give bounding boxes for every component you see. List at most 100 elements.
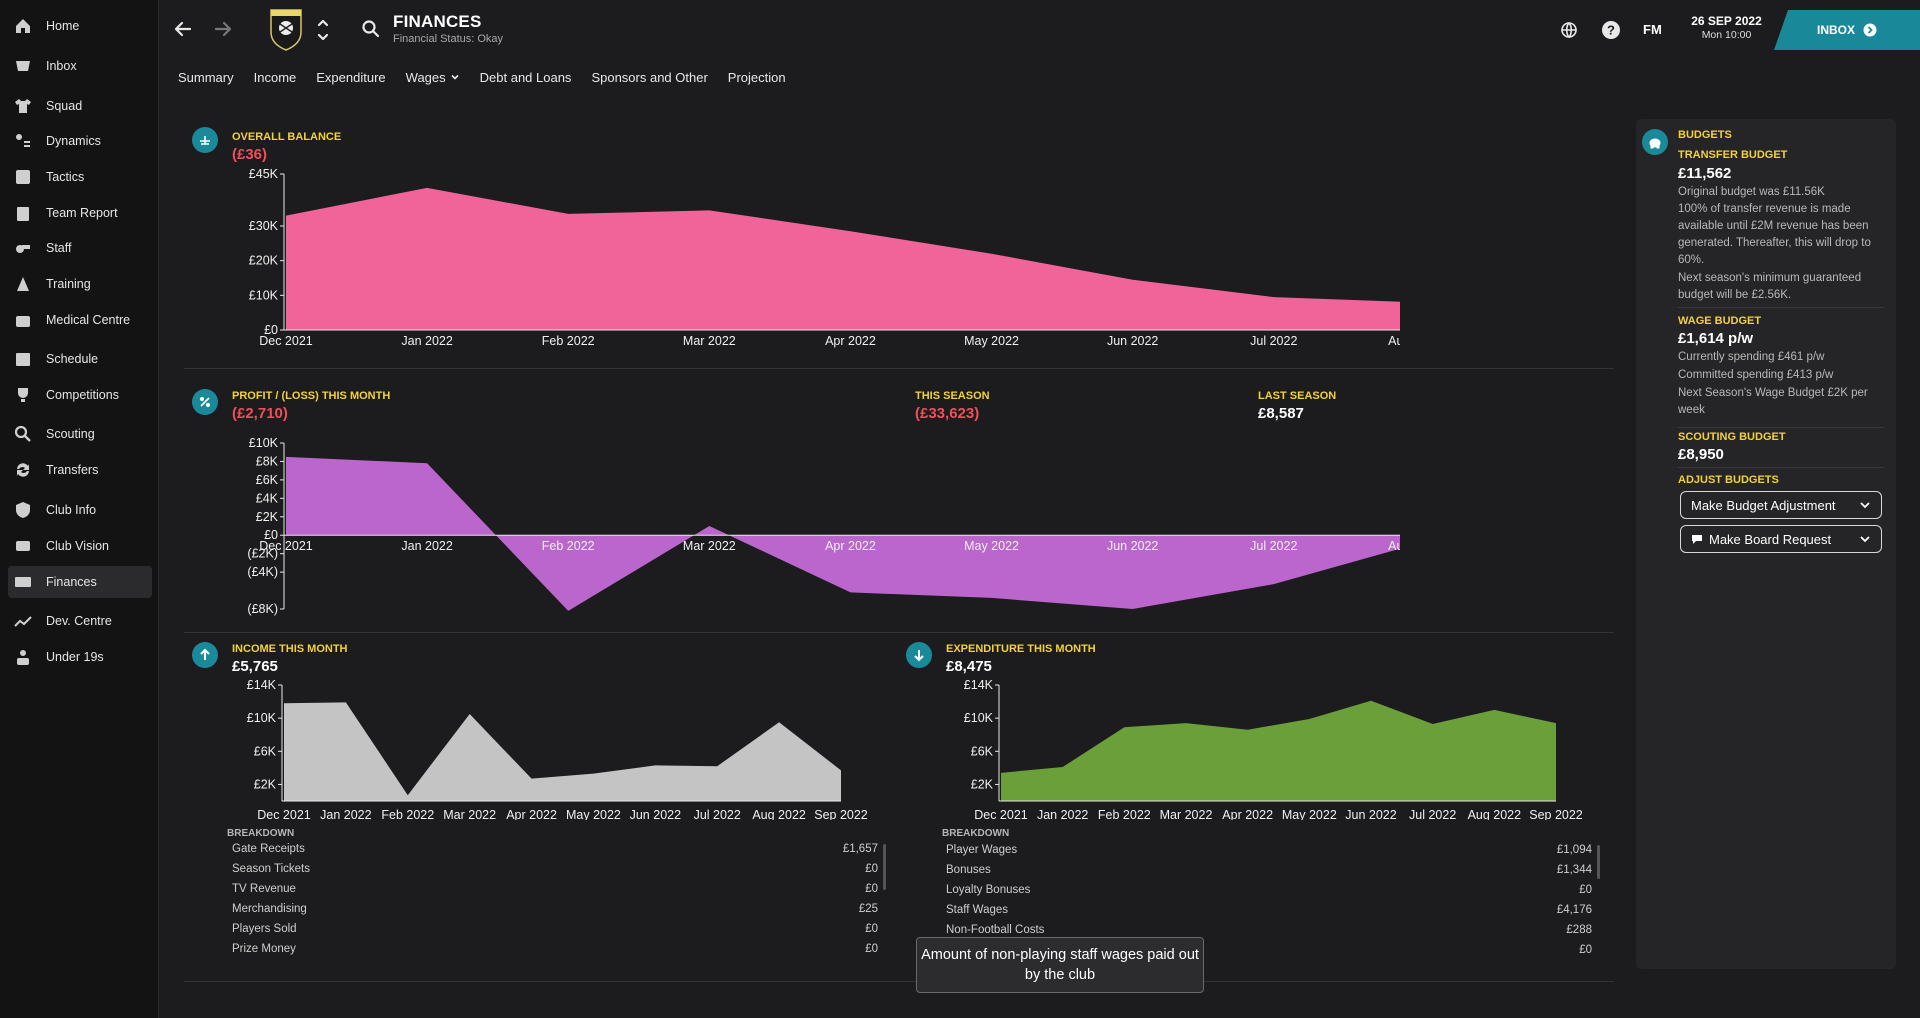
sidebar-item-under-19s[interactable]: Under 19s [8,641,152,673]
season-heading: THIS SEASON [915,390,990,402]
transfer-budget-original: Original budget was £11.56K [1678,186,1825,198]
last-season-heading: LAST SEASON [1258,390,1337,402]
tab-expenditure[interactable]: Expenditure [316,68,385,86]
breakdown-row[interactable]: Season Tickets £0 [232,863,878,883]
back-button[interactable] [170,16,196,42]
inbox-label: INBOX [1816,23,1855,37]
breakdown-label: Player Wages [946,844,1018,856]
board-request-label: Make Board Request [1709,531,1832,547]
growth-line-icon [12,610,34,632]
tab-summary[interactable]: Summary [178,68,234,86]
piggy-bank-icon [1649,138,1661,149]
breakdown-value: £0 [865,883,878,895]
y-tick-label: £10K [249,436,279,450]
sidebar-item-squad[interactable]: Squad [8,90,152,122]
breakdown-row[interactable]: £0 [946,944,1592,964]
fm-menu-button[interactable]: FM [1643,22,1662,37]
sidebar-item-label: Home [46,19,80,33]
breakdown-row[interactable]: TV Revenue £0 [232,883,878,903]
budget-adjustment-label: Make Budget Adjustment [1691,497,1836,513]
sidebar-item-home[interactable]: Home [8,10,152,42]
tab-debt-and-loans[interactable]: Debt and Loans [480,68,572,86]
sidebar-item-schedule[interactable]: Schedule [8,343,152,375]
sidebar-item-staff[interactable]: Staff [8,232,152,264]
transfer-budget-heading: TRANSFER BUDGET [1678,149,1788,161]
board-request-dropdown[interactable]: Make Board Request [1680,525,1882,553]
expenditure-scrollbar[interactable] [1597,845,1600,879]
tab-sponsors-and-other[interactable]: Sponsors and Other [591,68,707,86]
forward-button[interactable] [210,16,236,42]
tactics-board-icon [12,166,34,188]
income-section-icon [192,642,218,668]
world-button[interactable] [1558,19,1580,41]
sidebar-item-label: Medical Centre [46,313,131,327]
sidebar-item-team-report[interactable]: Team Report [8,197,152,229]
breakdown-row[interactable]: Bonuses £1,344 [946,864,1592,884]
sidebar-item-training[interactable]: Training [8,268,152,300]
y-tick-label: £6K [254,744,277,758]
search-button[interactable] [360,18,382,40]
x-tick-label: Feb 2022 [542,334,595,348]
club-switch-button[interactable] [316,16,330,44]
tab-wages[interactable]: Wages [406,68,460,86]
club-crest[interactable] [268,6,304,52]
sidebar-item-inbox[interactable]: Inbox [8,50,152,82]
sidebar-item-finances[interactable]: Finances [8,566,152,598]
balance-value: (£36) [232,146,268,163]
club-crest-icon [270,9,302,51]
tab-projection[interactable]: Projection [728,68,786,86]
sidebar-item-scouting[interactable]: Scouting [8,418,152,450]
y-tick-label: £0 [264,323,278,337]
date-display[interactable]: 26 SEP 2022 Mon 10:00 [1680,10,1773,50]
arrow-circle-right-icon [1863,23,1877,37]
balance-heading: OVERALL BALANCE [232,131,342,143]
tab-income[interactable]: Income [254,68,297,86]
page-title: FINANCES [393,12,482,31]
sidebar-item-club-vision[interactable]: Club Vision [8,530,152,562]
vision-icon [12,535,34,557]
breakdown-row[interactable]: Prize Money £0 [232,943,878,963]
breakdown-row[interactable]: Players Sold £0 [232,923,878,943]
scouting-budget-value: £8,950 [1678,446,1724,463]
inbox-button[interactable]: INBOX [1774,10,1920,50]
profit-section-icon [192,389,218,415]
income-scrollbar[interactable] [883,844,886,890]
chevron-down-icon [446,70,460,85]
money-icon [12,571,34,593]
breakdown-row[interactable]: Non-Football Costs £288 [946,924,1592,944]
y-tick-label: £8K [256,454,279,468]
breakdown-value: £25 [858,903,878,915]
y-tick-label: £20K [249,254,279,268]
breakdown-label: Non-Football Costs [946,924,1045,936]
budgets-section-icon [1642,129,1668,155]
x-tick-label: Mar 2022 [1160,808,1213,820]
y-tick-label: £30K [249,219,279,233]
sidebar-item-competitions[interactable]: Competitions [8,379,152,411]
x-tick-label: Apr 2022 [1222,808,1273,820]
y-tick-label: (£4K) [247,565,278,579]
sidebar-item-tactics[interactable]: Tactics [8,161,152,193]
breakdown-row[interactable]: Player Wages £1,094 [946,844,1592,864]
cone-icon [12,273,34,295]
sidebar-item-dev-centre[interactable]: Dev. Centre [8,605,152,637]
breakdown-row[interactable]: Loyalty Bonuses £0 [946,884,1592,904]
x-tick-label: Dec 2021 [974,808,1028,820]
x-tick-label: Aug 2022 [1388,539,1400,553]
finance-tabs: Summary Income Expenditure Wages Debt and Lo… [178,68,806,86]
sidebar-item-club-info[interactable]: Club Info [8,494,152,526]
breakdown-row[interactable]: Merchandising £25 [232,903,878,923]
sidebar-item-label: Club Vision [46,539,110,553]
sidebar-item-dynamics[interactable]: Dynamics [8,125,152,157]
x-tick-label: Dec 2021 [257,808,311,820]
sidebar-item-transfers[interactable]: Transfers [8,454,152,486]
budget-adjustment-dropdown[interactable]: Make Budget Adjustment [1680,491,1882,519]
income-breakdown-heading: BREAKDOWN [227,828,295,839]
breakdown-value: £0 [865,923,878,935]
date-text: 26 SEP 2022 [1691,14,1762,28]
breakdown-row[interactable]: Gate Receipts £1,657 [232,843,878,863]
sidebar-item-medical-centre[interactable]: Medical Centre [8,304,152,336]
breakdown-row[interactable]: Staff Wages £4,176 [946,904,1592,924]
y-tick-label: £10K [249,288,279,302]
help-button[interactable]: ? [1600,19,1622,41]
time-text: Mon 10:00 [1701,29,1752,41]
